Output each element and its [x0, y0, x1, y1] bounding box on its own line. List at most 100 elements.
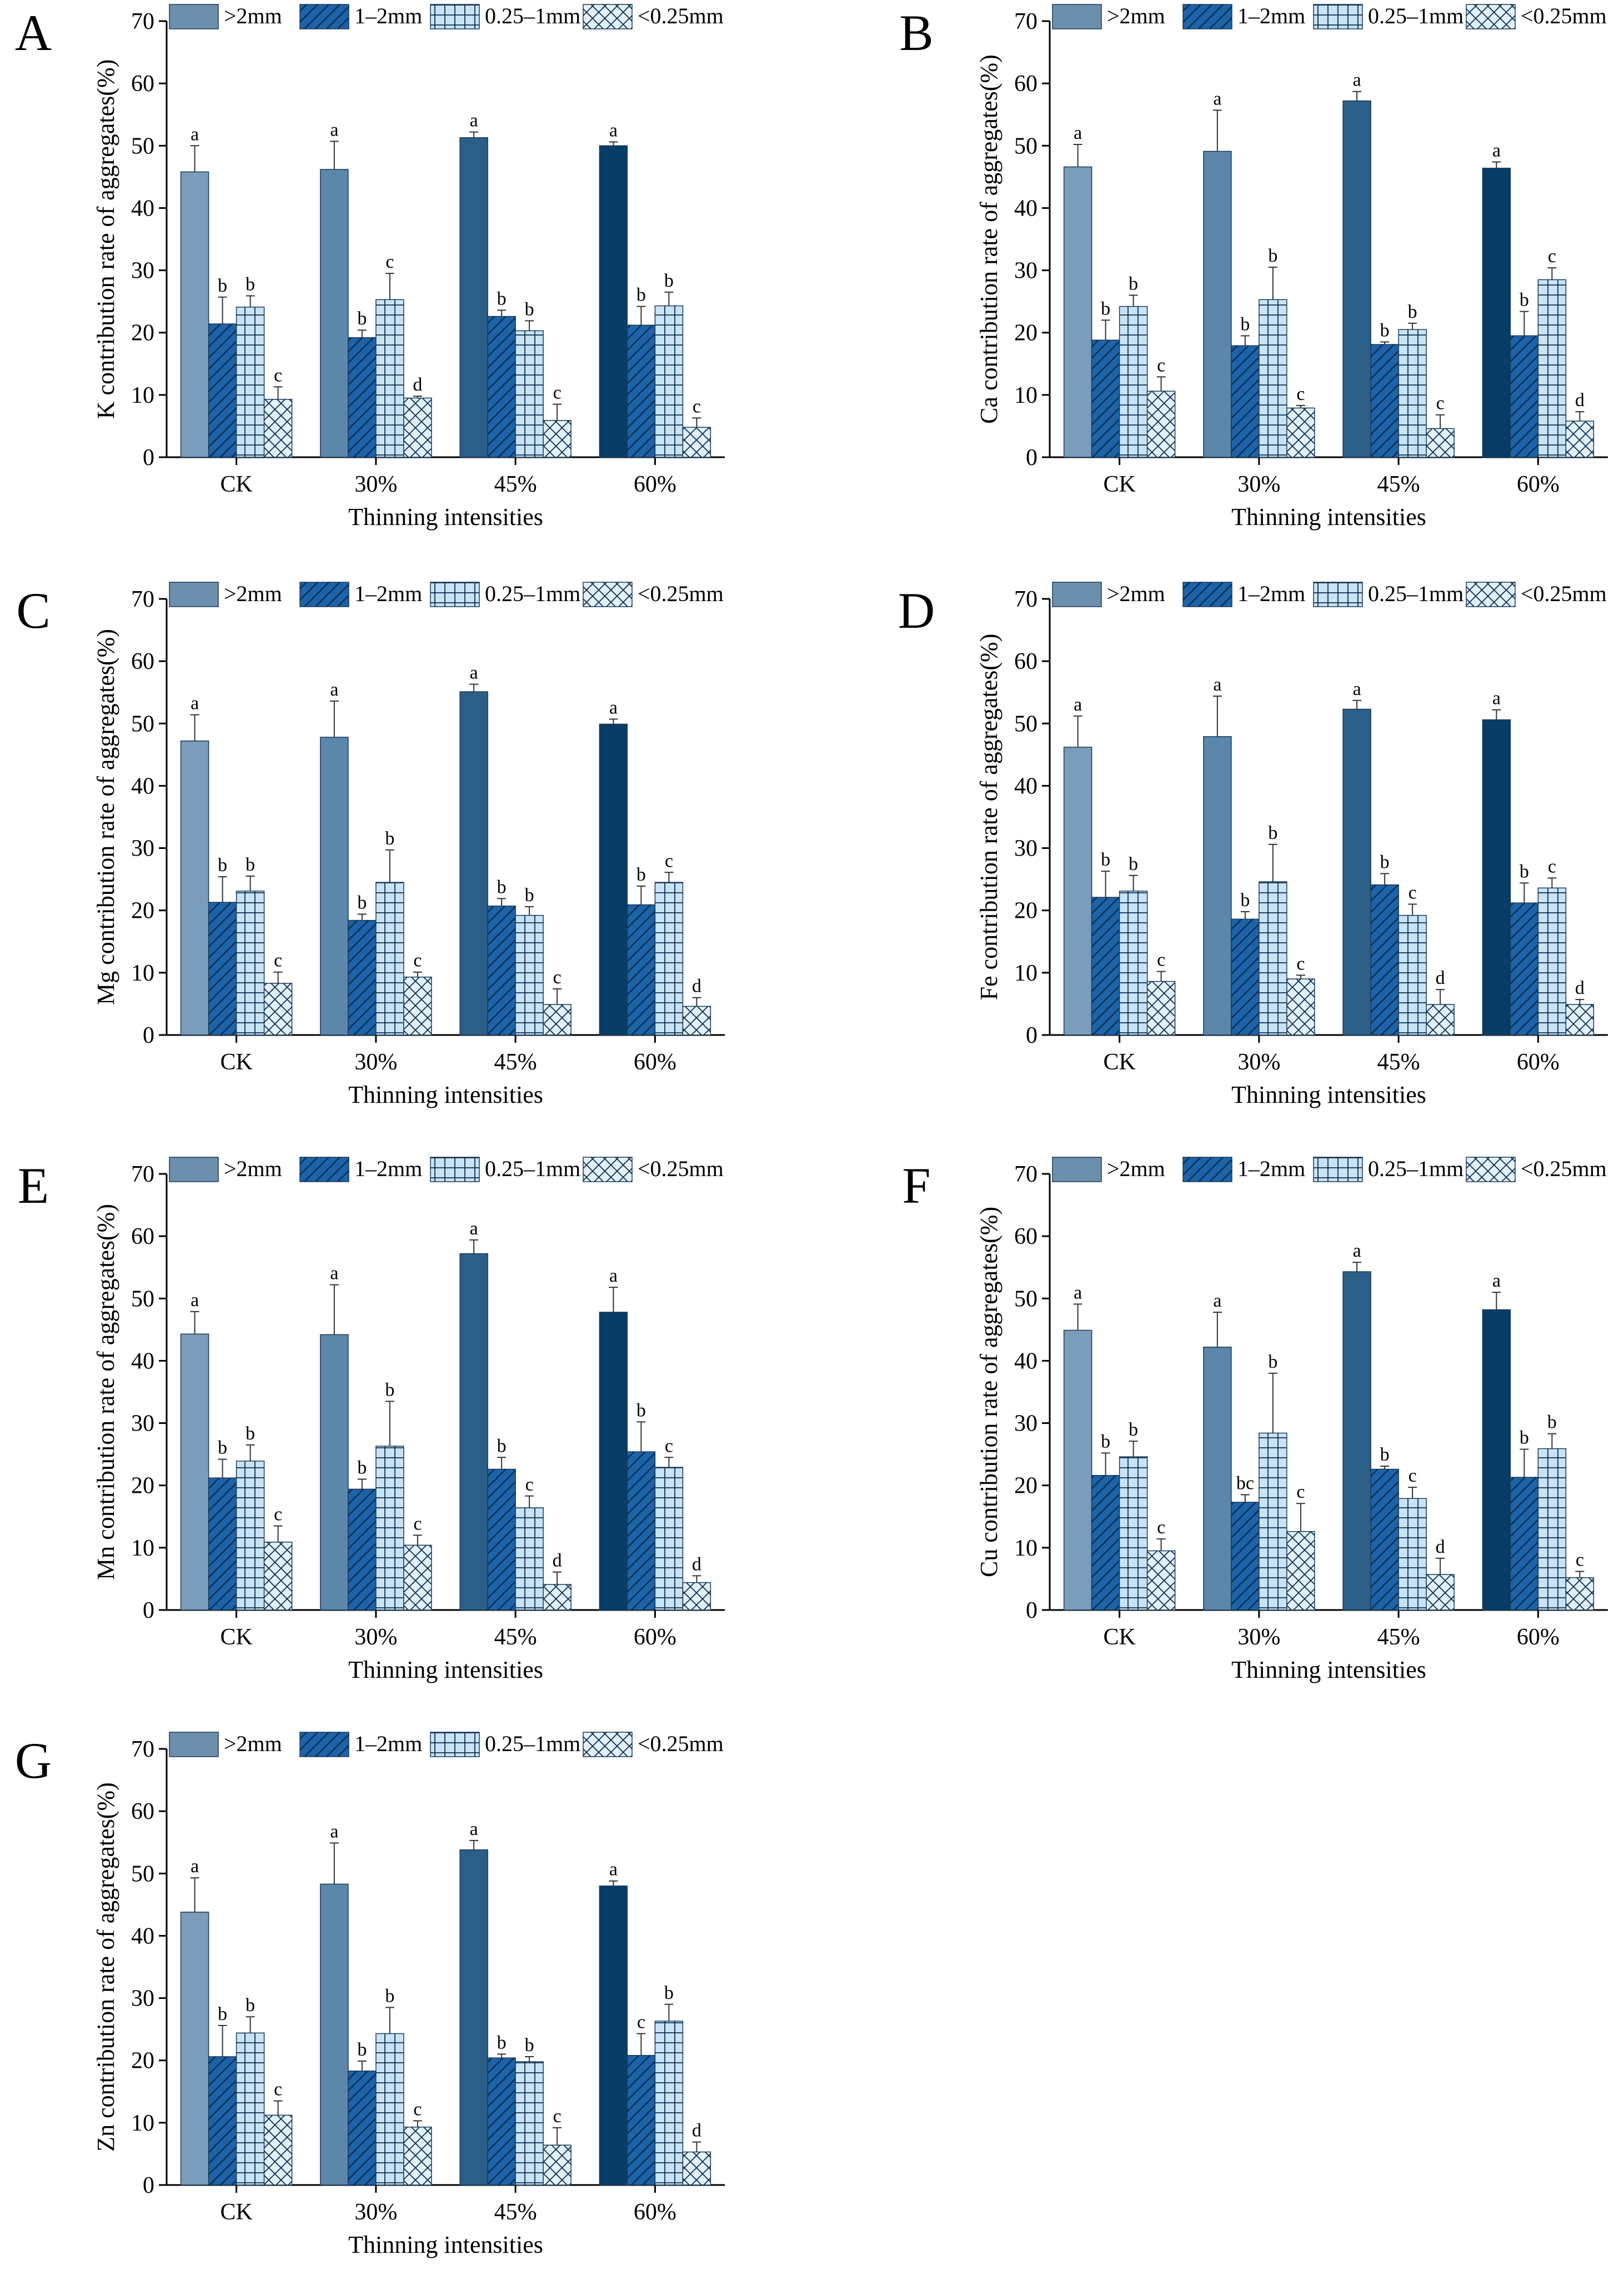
significance-label: b — [245, 1423, 255, 1444]
bar-pattern — [515, 331, 544, 457]
panel-letter: G — [15, 1732, 52, 1789]
legend-label: 1–2mm — [354, 1156, 422, 1181]
y-tick-label: 10 — [1014, 1536, 1037, 1561]
significance-label: d — [1575, 978, 1585, 998]
bar-pattern — [1538, 279, 1566, 457]
significance-label: b — [1240, 314, 1250, 334]
bar — [320, 169, 349, 458]
significance-label: b — [385, 1379, 394, 1400]
x-tick-label: 60% — [634, 2199, 676, 2225]
bar-pattern — [264, 1542, 292, 1610]
significance-label: c — [553, 2106, 562, 2127]
significance-label: b — [525, 2035, 534, 2056]
y-tick-label: 40 — [1014, 1348, 1037, 1374]
significance-label: a — [1074, 123, 1082, 143]
bar-pattern — [375, 299, 404, 457]
panel-letter: A — [15, 4, 52, 61]
y-tick-label: 70 — [131, 1162, 154, 1187]
y-tick-label: 30 — [131, 836, 154, 862]
bar-pattern — [1566, 421, 1594, 457]
bar-pattern — [543, 1004, 572, 1035]
y-tick-label: 40 — [131, 1348, 154, 1374]
legend-label: <0.25mm — [638, 1156, 724, 1181]
bar — [1203, 1347, 1232, 1611]
bar — [1482, 167, 1511, 458]
significance-label: b — [1101, 298, 1110, 319]
bar-pattern — [1510, 336, 1538, 457]
bar-pattern — [375, 882, 404, 1035]
legend-swatch — [169, 1732, 219, 1757]
significance-label: c — [1296, 384, 1305, 404]
bar — [1482, 1309, 1511, 1611]
significance-label: b — [525, 299, 534, 319]
y-tick-label: 10 — [131, 961, 154, 986]
significance-label: c — [665, 851, 673, 871]
legend-label: 1–2mm — [354, 1731, 422, 1756]
legend: >2mm 1–2mm 0.25–1mm <0.25mm — [1052, 3, 1607, 29]
y-tick-label: 60 — [1014, 1224, 1037, 1249]
x-tick-label: 45% — [494, 1624, 537, 1650]
bar-pattern — [1091, 340, 1120, 457]
legend-label: 1–2mm — [354, 581, 422, 606]
significance-label: c — [274, 951, 282, 971]
bar — [320, 1334, 349, 1611]
bar — [599, 145, 628, 458]
bar — [180, 171, 209, 458]
significance-label: c — [1409, 1466, 1417, 1486]
significance-label: a — [191, 1290, 199, 1311]
x-axis-label: Thinning intensities — [348, 503, 543, 531]
significance-label: b — [497, 2033, 507, 2053]
legend-label: <0.25mm — [1521, 3, 1607, 28]
bar-pattern — [683, 1006, 711, 1035]
y-tick-label: 70 — [1014, 1162, 1037, 1187]
legend-label: >2mm — [1107, 3, 1165, 28]
y-tick-label: 60 — [131, 71, 154, 97]
bar-pattern — [488, 1469, 516, 1610]
y-tick-label: 30 — [1014, 836, 1037, 862]
bar — [320, 1883, 349, 2186]
x-tick-label: 30% — [354, 1049, 397, 1075]
bar-pattern — [1399, 329, 1427, 457]
bar-pattern — [627, 1452, 655, 1610]
y-tick-label: 10 — [131, 383, 154, 408]
y-tick-label: 40 — [1014, 773, 1037, 799]
bar-pattern — [488, 2058, 516, 2185]
significance-label: a — [1213, 88, 1221, 109]
legend-label: >2mm — [224, 3, 282, 28]
panel-a: A 0 10 20 30 40 50 60 70 K contribution rate of a… — [15, 3, 725, 531]
bar-pattern — [1147, 391, 1175, 457]
y-tick-label: 0 — [1026, 1598, 1037, 1623]
significance-label: a — [1492, 688, 1501, 709]
significance-label: b — [218, 2004, 227, 2024]
significance-label: c — [1576, 1549, 1584, 1570]
y-tick-label: 70 — [131, 1737, 154, 1762]
y-axis-label: Zn contribution rate of aggregates(%) — [92, 1782, 119, 2152]
y-tick-label: 10 — [1014, 383, 1037, 408]
x-tick-label: 60% — [1517, 472, 1560, 497]
x-axis-label: Thinning intensities — [1231, 1656, 1426, 1683]
y-tick-label: 10 — [1014, 961, 1037, 986]
significance-label: a — [191, 1856, 199, 1877]
significance-label: a — [330, 1821, 338, 1842]
bar — [1482, 719, 1511, 1036]
x-axis-label: Thinning intensities — [348, 1081, 543, 1108]
y-tick-label: 60 — [1014, 71, 1037, 97]
bar-pattern — [236, 307, 264, 457]
bar-pattern — [1119, 1457, 1147, 1610]
legend-swatch-pattern — [583, 4, 632, 29]
x-axis-label: Thinning intensities — [1231, 1081, 1426, 1108]
x-tick-label: 60% — [634, 1624, 676, 1650]
bar-pattern — [1259, 299, 1287, 457]
y-tick-label: 30 — [1014, 258, 1037, 284]
panel-g: G 0 10 20 30 40 50 60 70 Zn contribution rate of … — [15, 1731, 725, 2258]
legend-swatch-pattern — [1466, 1157, 1515, 1182]
significance-label: b — [1268, 1352, 1277, 1372]
significance-label: c — [413, 1513, 422, 1534]
legend-swatch-pattern — [1314, 1157, 1362, 1182]
y-tick-label: 20 — [131, 2048, 154, 2074]
significance-label: b — [1380, 852, 1390, 873]
significance-label: c — [553, 383, 562, 403]
bar-pattern — [1286, 1531, 1315, 1610]
legend: >2mm 1–2mm 0.25–1mm <0.25mm — [169, 3, 724, 29]
